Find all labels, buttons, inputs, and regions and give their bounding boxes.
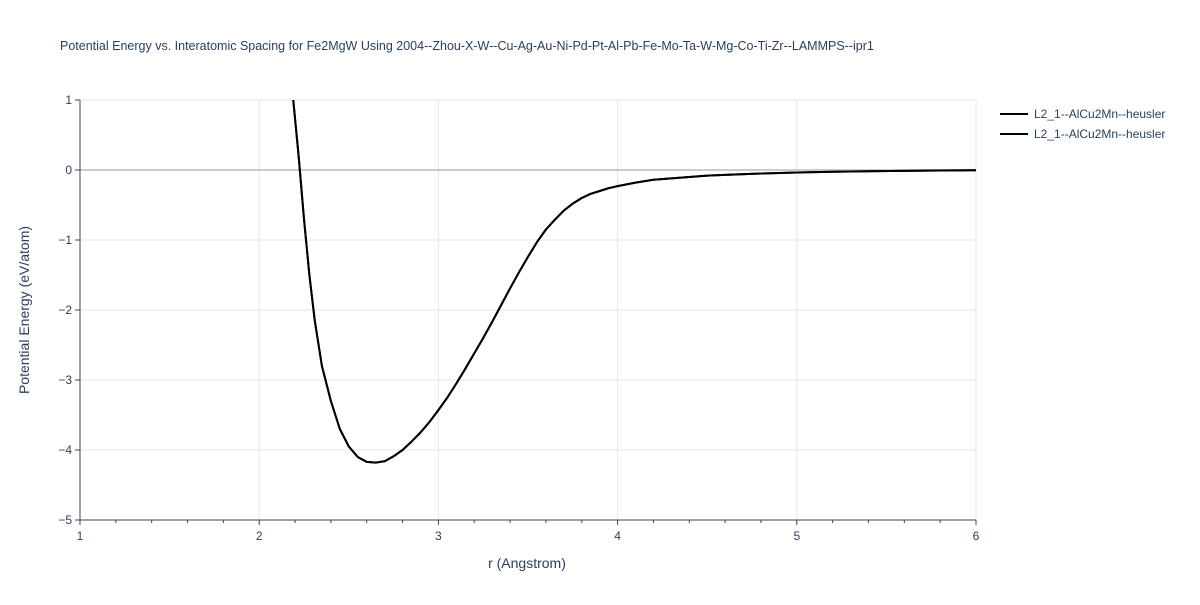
legend-label-1: L2_1--AlCu2Mn--heusler [1034,127,1165,141]
grid [80,99,977,520]
y-tick-label-6: 1 [65,93,72,107]
legend: L2_1--AlCu2Mn--heusler L2_1--AlCu2Mn--heu… [1000,107,1165,141]
x-axis-title: r (Angstrom) [488,555,566,571]
y-tick-label-1: −4 [58,443,72,457]
series-line-1 [292,100,976,464]
legend-label-0: L2_1--AlCu2Mn--heusler [1034,107,1165,121]
x-tick-label-1: 2 [256,529,263,543]
y-tick-label-4: −1 [58,233,72,247]
x-tick-label-2: 3 [435,529,442,543]
x-tick-label-5: 6 [973,529,980,543]
y-axis-title: Potential Energy (eV/atom) [16,226,32,394]
chart-title: Potential Energy vs. Interatomic Spacing… [60,39,874,53]
x-tick-label-4: 5 [793,529,800,543]
y-tick-label-3: −2 [58,303,72,317]
x-tick-label-0: 1 [77,529,84,543]
y-tick-label-5: 0 [65,163,72,177]
y-tick-label-0: −5 [58,513,72,527]
y-tick-labels: −5 −4 −3 −2 −1 0 1 [58,93,72,527]
y-tick-label-2: −3 [58,373,72,387]
series-lines [292,100,976,464]
x-tick-label-3: 4 [614,529,621,543]
axes [75,99,977,525]
x-tick-labels: 1 2 3 4 5 6 [77,529,980,543]
